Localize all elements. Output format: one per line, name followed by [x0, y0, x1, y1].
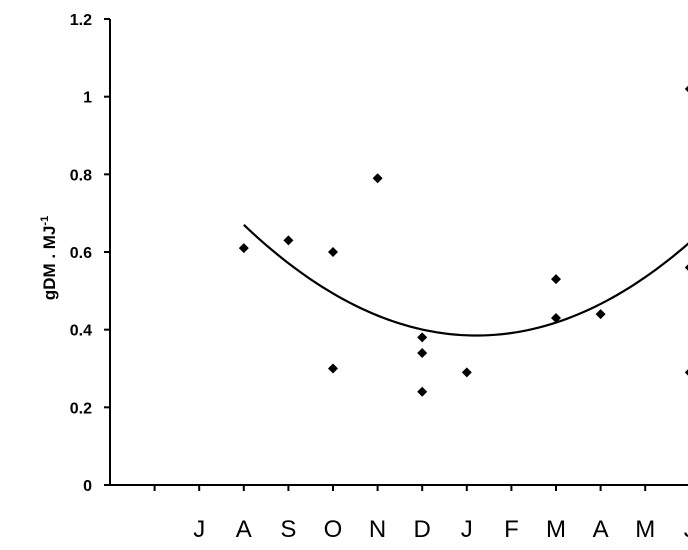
month-label: J	[461, 516, 473, 543]
data-point-marker	[461, 367, 472, 378]
data-point-marker	[684, 85, 688, 93]
data-point-marker	[417, 347, 428, 358]
y-tick-label: 0.6	[70, 245, 92, 262]
y-tick-label: 0.4	[70, 323, 92, 340]
data-point-marker	[551, 313, 561, 324]
x-ticks	[153, 485, 647, 491]
data-point-marker	[417, 386, 428, 397]
month-label: O	[324, 516, 343, 543]
month-label: J	[684, 516, 688, 543]
trend-line	[243, 224, 688, 337]
y-tick-label: 0.2	[70, 400, 92, 417]
y-tick-label: 0	[83, 478, 92, 495]
month-label: S	[280, 516, 296, 543]
y-axis-title: gDM . MJ-1	[39, 216, 59, 300]
month-label: M	[635, 516, 655, 543]
data-point-marker	[372, 173, 383, 184]
y-tick-label: 1	[83, 90, 92, 107]
month-label: M	[546, 516, 566, 543]
data-points	[238, 85, 688, 397]
month-label: A	[593, 516, 609, 543]
y-tick-label: 0.8	[70, 167, 92, 184]
x-axis: JASONDJFMAMJ	[110, 484, 688, 543]
data-point-marker	[551, 274, 561, 285]
month-label: A	[236, 516, 252, 543]
data-point-marker	[328, 247, 338, 257]
y-axis-title-superscript: -1	[39, 216, 51, 226]
data-point-marker	[684, 264, 688, 271]
y-axis: 0 0.2 0.4 0.6 0.8 1 1.2	[70, 12, 111, 495]
y-ticks	[104, 18, 110, 486]
y-tick-labels: 0 0.2 0.4 0.6 0.8 1 1.2	[70, 12, 92, 495]
data-point-marker	[417, 332, 428, 343]
month-label: F	[504, 516, 519, 543]
month-label: J	[193, 516, 205, 543]
data-point-marker	[328, 363, 338, 374]
data-point-marker	[283, 235, 294, 246]
month-labels: JASONDJFMAMJ	[193, 516, 688, 543]
data-point-marker	[238, 243, 249, 254]
y-tick-label: 1.2	[70, 12, 92, 29]
month-label: N	[369, 516, 386, 543]
data-point-marker	[684, 369, 688, 376]
month-label: D	[414, 516, 431, 543]
data-point-marker	[595, 309, 606, 320]
